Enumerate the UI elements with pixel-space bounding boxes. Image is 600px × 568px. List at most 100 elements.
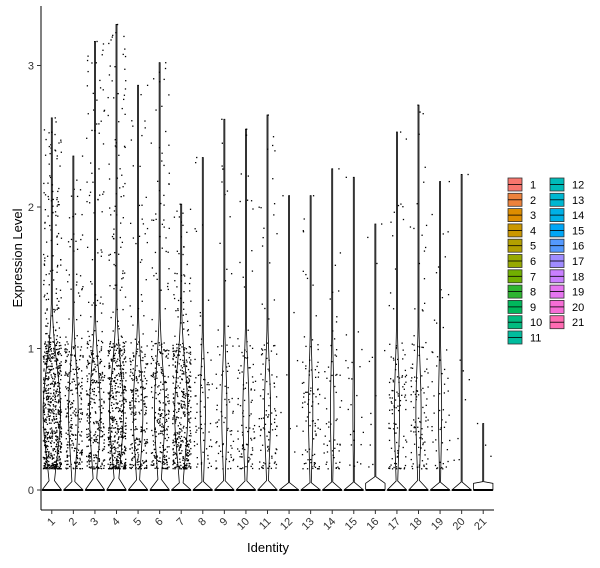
jitter-point [66, 399, 68, 402]
jitter-point [356, 394, 358, 397]
jitter-point [112, 455, 114, 457]
jitter-point [187, 459, 190, 461]
jitter-point [58, 204, 60, 206]
jitter-point [60, 237, 63, 239]
jitter-point [179, 446, 181, 449]
jitter-point [330, 344, 332, 347]
jitter-point [89, 403, 91, 405]
jitter-point [111, 427, 113, 429]
jitter-point [103, 427, 105, 429]
jitter-point [120, 335, 123, 337]
jitter-point [249, 458, 251, 460]
jitter-point [60, 141, 62, 143]
jitter-point [64, 344, 66, 346]
jitter-point [275, 396, 278, 398]
jitter-point [182, 406, 184, 408]
jitter-point [162, 353, 164, 355]
jitter-point [423, 250, 426, 252]
jitter-point [57, 215, 59, 217]
jitter-point [228, 399, 230, 401]
jitter-point [153, 463, 155, 465]
jitter-point [58, 345, 61, 347]
jitter-point [113, 398, 115, 400]
jitter-point [315, 434, 317, 437]
jitter-point [411, 467, 414, 470]
jitter-point [60, 447, 62, 449]
jitter-point [135, 418, 137, 420]
jitter-point [161, 247, 163, 249]
legend-label-18: 18 [572, 271, 584, 283]
legend-label-1: 1 [530, 180, 536, 192]
jitter-point [131, 411, 133, 413]
jitter-point [43, 457, 46, 459]
jitter-point [129, 357, 131, 360]
legend-label-20: 20 [572, 302, 584, 314]
jitter-point [317, 427, 319, 429]
jitter-point [138, 411, 140, 414]
jitter-point [268, 404, 270, 407]
jitter-point [326, 461, 328, 463]
jitter-point [282, 195, 284, 197]
jitter-point [87, 363, 89, 366]
jitter-point [268, 318, 270, 320]
jitter-point [90, 379, 93, 382]
jitter-point [69, 438, 71, 440]
jitter-point [138, 443, 141, 446]
jitter-point [123, 385, 125, 387]
jitter-group-3 [85, 40, 106, 470]
jitter-point [60, 462, 62, 464]
jitter-point [137, 452, 139, 454]
jitter-point [48, 464, 51, 466]
jitter-point [189, 439, 191, 441]
jitter-point [111, 425, 114, 427]
jitter-point [183, 365, 185, 367]
jitter-point [183, 462, 185, 465]
jitter-point [52, 432, 54, 434]
jitter-point [179, 382, 182, 384]
jitter-point [177, 385, 179, 387]
jitter-point [73, 410, 76, 412]
jitter-point [224, 280, 227, 282]
jitter-point [187, 382, 189, 384]
jitter-point [180, 400, 182, 402]
jitter-point [186, 459, 188, 462]
jitter-point [86, 393, 88, 396]
jitter-point [111, 431, 113, 433]
jitter-point [57, 348, 59, 351]
jitter-point [86, 393, 88, 395]
jitter-point [232, 440, 235, 442]
jitter-point [183, 401, 186, 403]
jitter-point [98, 424, 100, 426]
jitter-point [113, 288, 115, 290]
jitter-point [54, 464, 57, 466]
jitter-point [326, 451, 329, 453]
jitter-point [45, 375, 47, 377]
jitter-point [132, 352, 134, 354]
jitter-point [54, 406, 57, 408]
jitter-point [66, 341, 68, 343]
jitter-point [158, 409, 161, 411]
jitter-point [132, 464, 135, 467]
jitter-point [435, 439, 437, 441]
jitter-point [79, 395, 81, 397]
jitter-point [183, 352, 186, 354]
jitter-point [172, 418, 174, 421]
jitter-point [188, 381, 190, 383]
jitter-point [80, 450, 83, 452]
jitter-point [182, 400, 184, 403]
jitter-point [123, 351, 125, 354]
jitter-point [150, 362, 152, 365]
jitter-point [271, 457, 273, 459]
jitter-group-14 [323, 168, 343, 470]
jitter-point [118, 467, 120, 470]
jitter-point [76, 273, 78, 275]
jitter-point [390, 378, 392, 380]
jitter-point [196, 443, 198, 445]
jitter-point [46, 255, 49, 257]
jitter-point [189, 346, 191, 349]
jitter-point [410, 394, 412, 396]
jitter-point [302, 231, 305, 233]
jitter-point [70, 424, 72, 426]
jitter-point [252, 428, 254, 430]
jitter-point [60, 361, 62, 363]
